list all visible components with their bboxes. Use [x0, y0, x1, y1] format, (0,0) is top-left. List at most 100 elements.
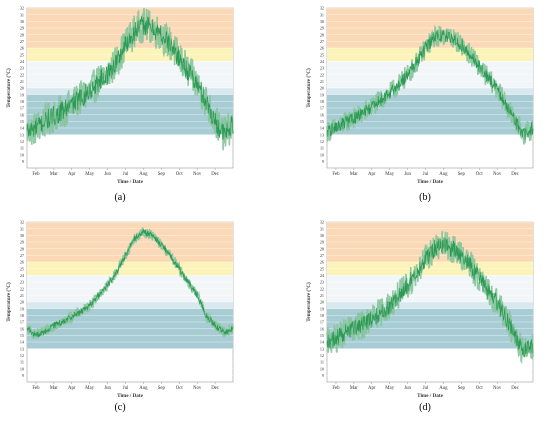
panel-label: (b): [419, 192, 431, 203]
y-tick-label: 23: [20, 280, 24, 285]
x-tick-label-mar: Mar: [350, 386, 358, 391]
y-tick-label: 9: [22, 159, 24, 164]
y-tick-label: 28: [20, 246, 24, 251]
y-tick-label: 17: [20, 320, 24, 325]
y-tick-label: 16: [20, 112, 24, 117]
y-tick-label: 21: [20, 79, 24, 84]
x-tick-label-dec: Dec: [511, 386, 519, 391]
x-tick-label-may: May: [85, 386, 94, 391]
y-tick-label: 10: [20, 366, 24, 371]
y-tick-label: 27: [320, 253, 324, 258]
y-tick-label: 19: [320, 92, 324, 97]
y-tick-label: 26: [20, 46, 24, 51]
panel-label: (a): [114, 192, 125, 203]
x-tick-label-oct: Oct: [476, 386, 484, 391]
y-tick-label: 29: [20, 26, 24, 31]
x-tick-label-feb: Feb: [32, 172, 40, 177]
y-tick-label: 20: [20, 86, 24, 91]
y-tick-label: 12: [320, 353, 324, 358]
x-tick-label-aug: Aug: [139, 386, 148, 391]
y-tick-label: 29: [20, 240, 24, 245]
y-tick-label: 24: [20, 273, 25, 278]
panel-label: (c): [114, 402, 125, 413]
y-tick-label: 13: [320, 132, 324, 137]
x-tick-label-apr: Apr: [368, 386, 376, 391]
y-tick-label: 15: [20, 333, 24, 338]
y-tick-label: 23: [320, 280, 324, 285]
y-tick-label: 15: [320, 119, 324, 124]
y-tick-label: 25: [20, 266, 24, 271]
y-tick-label: 32: [20, 220, 24, 225]
y-tick-label: 21: [320, 293, 324, 298]
x-tick-label-oct: Oct: [476, 172, 484, 177]
y-tick-label: 9: [322, 159, 324, 164]
x-tick-label-nov: Nov: [193, 172, 202, 177]
y-tick-label: 10: [20, 152, 24, 157]
x-tick-label-aug: Aug: [439, 386, 448, 391]
y-tick-label: 31: [20, 226, 24, 231]
y-tick-label: 17: [320, 320, 324, 325]
y-tick-label: 18: [20, 313, 24, 318]
x-tick-label-nov: Nov: [493, 386, 502, 391]
y-tick-label: 21: [20, 293, 24, 298]
y-tick-label: 14: [20, 340, 25, 345]
y-tick-label: 30: [320, 19, 324, 24]
y-tick-label: 14: [320, 126, 325, 131]
x-tick-label-jun: Jun: [404, 172, 411, 177]
y-tick-label: 26: [320, 260, 324, 265]
y-tick-label: 24: [20, 59, 25, 64]
x-tick-label-dec: Dec: [511, 172, 519, 177]
y-tick-label: 29: [320, 240, 324, 245]
y-tick-label: 25: [320, 52, 324, 57]
y-tick-label: 10: [320, 152, 324, 157]
x-tick-label-mar: Mar: [50, 386, 58, 391]
y-tick-label: 15: [320, 333, 324, 338]
y-tick-label: 25: [320, 266, 324, 271]
y-tick-label: 9: [22, 373, 24, 378]
x-tick-label-mar: Mar: [350, 172, 358, 177]
x-tick-label-jul: Jul: [123, 386, 129, 391]
y-tick-label: 16: [20, 326, 24, 331]
y-axis-title: Temperature (°C): [5, 68, 12, 108]
y-tick-label: 30: [20, 233, 24, 238]
threshold-band-4: [327, 88, 533, 95]
x-tick-label-oct: Oct: [176, 386, 184, 391]
threshold-band-4: [327, 302, 533, 309]
y-tick-label: 28: [20, 32, 24, 37]
temperature-series: [326, 29, 534, 141]
x-axis-title: Time / Date: [117, 393, 144, 399]
y-tick-label: 24: [320, 59, 325, 64]
y-tick-label: 29: [320, 26, 324, 31]
y-tick-label: 19: [20, 306, 24, 311]
y-tick-label: 16: [320, 112, 324, 117]
y-tick-label: 22: [20, 286, 24, 291]
x-tick-label-aug: Aug: [439, 172, 448, 177]
y-tick-label: 31: [20, 12, 24, 17]
y-tick-label: 19: [320, 306, 324, 311]
y-tick-label: 22: [320, 286, 324, 291]
y-tick-label: 22: [320, 72, 324, 77]
y-tick-label: 13: [20, 132, 24, 137]
x-tick-label-may: May: [385, 386, 394, 391]
y-tick-label: 12: [20, 139, 24, 144]
y-tick-label: 20: [20, 300, 24, 305]
x-tick-label-jun: Jun: [104, 172, 111, 177]
x-axis-title: Time / Date: [117, 179, 144, 185]
x-tick-label-nov: Nov: [493, 172, 502, 177]
y-tick-label: 11: [20, 146, 24, 151]
x-tick-label-apr: Apr: [368, 172, 376, 177]
y-tick-label: 27: [20, 253, 24, 258]
y-tick-label: 30: [320, 233, 324, 238]
x-tick-label-sep: Sep: [158, 172, 166, 177]
y-tick-label: 17: [20, 106, 24, 111]
y-tick-label: 13: [20, 346, 24, 351]
y-tick-label: 28: [320, 246, 324, 251]
y-tick-label: 10: [320, 366, 324, 371]
x-tick-label-dec: Dec: [211, 172, 219, 177]
y-tick-label: 15: [20, 119, 24, 124]
x-tick-label-apr: Apr: [68, 386, 76, 391]
